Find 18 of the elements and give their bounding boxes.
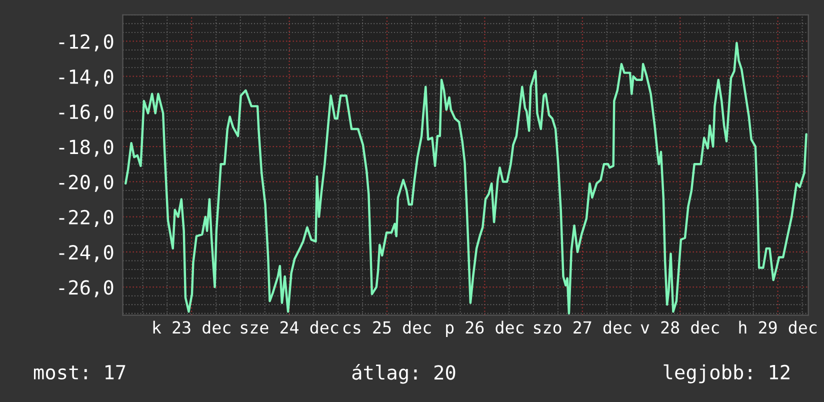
- x-tick-label: k 23 dec: [153, 320, 230, 334]
- y-tick-label: -22,0: [59, 210, 114, 227]
- y-tick-label: -20,0: [59, 174, 114, 192]
- text: legjobb: 12: [664, 364, 790, 384]
- text: átlag: 20: [352, 364, 456, 384]
- x-tick-label: sze 24 dec: [240, 320, 338, 334]
- x-tick-label: cs 25 dec: [343, 320, 431, 334]
- y-tick-label: -12,0: [59, 34, 114, 52]
- text: most: 17: [34, 365, 126, 380]
- x-tick-label: h 29 dec: [739, 320, 817, 334]
- y-tick-label: -16,0: [59, 104, 114, 122]
- y-tick-label: -18,0: [59, 140, 114, 157]
- x-tick-label: szo 27 dec: [534, 320, 632, 334]
- x-tick-label: p 26 dec: [446, 320, 524, 337]
- y-tick-label: -14,0: [59, 69, 114, 86]
- y-tick-label: -24,0: [59, 244, 114, 262]
- x-tick-label: v 28 dec: [640, 320, 719, 334]
- y-tick-label: -26,0: [59, 280, 114, 298]
